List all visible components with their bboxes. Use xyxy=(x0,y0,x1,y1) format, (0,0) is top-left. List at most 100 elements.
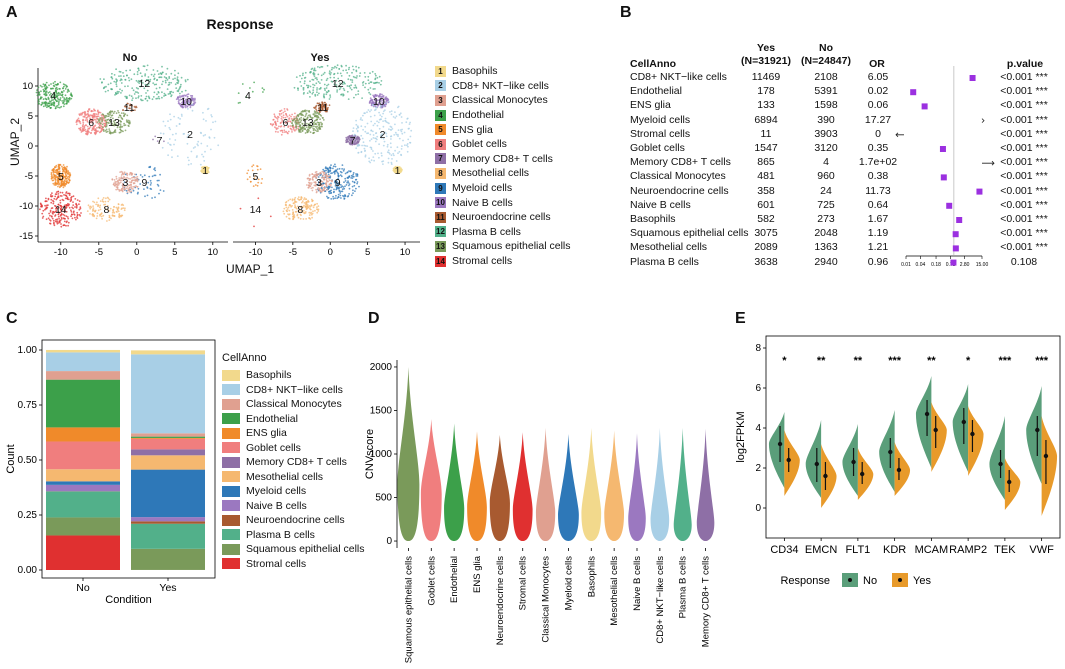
umap-point xyxy=(374,152,377,155)
umap-point xyxy=(205,171,208,174)
umap-point xyxy=(369,101,371,104)
umap-point xyxy=(57,211,60,213)
umap-point xyxy=(109,111,111,114)
umap-point xyxy=(114,185,116,187)
umap-point xyxy=(161,71,164,74)
umap-point xyxy=(145,92,147,94)
umap-point xyxy=(59,191,62,194)
umap-point xyxy=(312,89,315,91)
cellanno-legend-item: Mesothelial cells xyxy=(222,470,364,485)
umap-point xyxy=(200,132,203,135)
umap-point xyxy=(99,130,102,133)
umap-point xyxy=(118,216,121,219)
umap-point xyxy=(109,207,112,210)
umap-point xyxy=(64,185,66,187)
umap-point xyxy=(118,131,121,134)
stack-segment xyxy=(46,481,120,485)
umap-point xyxy=(55,183,58,185)
expr-violin-no xyxy=(805,420,822,498)
umap-point xyxy=(101,200,104,203)
umap-point xyxy=(316,87,318,89)
umap-point xyxy=(169,128,172,131)
umap-point xyxy=(156,97,159,100)
forest-point xyxy=(956,217,963,223)
umap-point xyxy=(280,115,283,118)
umap-point xyxy=(45,207,48,210)
umap-point xyxy=(66,220,68,223)
umap-point xyxy=(117,210,120,213)
umap-point xyxy=(89,126,92,128)
umap-point xyxy=(175,87,178,89)
umap-point xyxy=(283,108,286,110)
umap-point xyxy=(335,84,338,86)
umap-point xyxy=(92,119,95,122)
umap-point xyxy=(159,173,162,176)
umap-point xyxy=(163,76,166,78)
umap-point xyxy=(370,129,373,132)
umap-point xyxy=(170,81,173,84)
umap-point xyxy=(115,68,117,71)
expr-violin-yes xyxy=(1004,458,1021,510)
umap-point xyxy=(62,83,65,85)
umap-point xyxy=(119,171,121,174)
stack-y-tick-label: 0.75 xyxy=(18,400,38,411)
umap-point xyxy=(42,215,45,218)
umap-point xyxy=(366,132,368,135)
umap-point xyxy=(103,78,105,81)
umap-point xyxy=(44,204,46,207)
umap-point xyxy=(131,87,134,90)
umap-point xyxy=(162,80,164,83)
umap-point xyxy=(352,127,355,129)
umap-point xyxy=(249,87,251,89)
umap-point xyxy=(359,72,362,74)
umap-point xyxy=(117,203,120,206)
umap-point xyxy=(45,87,48,90)
umap-point xyxy=(180,113,183,116)
umap-point xyxy=(385,132,388,135)
stack-segment xyxy=(46,427,120,442)
umap-point xyxy=(49,214,51,217)
umap-point xyxy=(280,117,283,120)
umap-point xyxy=(364,145,367,147)
umap-point xyxy=(92,110,94,112)
umap-point xyxy=(161,146,164,149)
umap-point xyxy=(52,99,55,101)
umap-point xyxy=(362,141,365,144)
cnv-y-tick-label: 0 xyxy=(386,536,392,547)
umap-point xyxy=(126,185,129,188)
umap-point xyxy=(139,183,142,185)
umap-point xyxy=(94,114,96,117)
umap-point xyxy=(153,91,156,94)
umap-point xyxy=(114,122,116,125)
stack-segment xyxy=(46,352,120,372)
umap-point xyxy=(113,182,115,185)
panel-label-b: B xyxy=(620,4,632,21)
umap-point xyxy=(62,213,65,216)
cellanno-legend-swatch xyxy=(222,427,240,439)
umap-point xyxy=(45,204,48,207)
umap-point xyxy=(174,69,176,72)
umap-point xyxy=(60,208,62,211)
umap-point xyxy=(364,125,367,128)
umap-point xyxy=(364,112,366,115)
umap-point xyxy=(122,112,125,115)
cellanno-legend-swatch xyxy=(222,456,240,468)
umap-point xyxy=(68,175,71,178)
umap-point xyxy=(68,176,71,179)
umap-point xyxy=(90,206,93,209)
umap-point xyxy=(389,142,392,145)
umap-point xyxy=(141,75,143,78)
umap-point xyxy=(189,101,191,103)
umap-point xyxy=(128,94,131,97)
forest-point xyxy=(952,245,959,252)
umap-point xyxy=(76,213,79,216)
umap-point xyxy=(99,215,101,217)
umap-point xyxy=(111,211,114,214)
expr-significance: ** xyxy=(817,355,826,367)
umap-point xyxy=(207,167,210,170)
umap-point xyxy=(142,82,144,84)
umap-point xyxy=(328,98,331,100)
umap-point xyxy=(63,97,66,100)
umap-point xyxy=(152,82,155,84)
